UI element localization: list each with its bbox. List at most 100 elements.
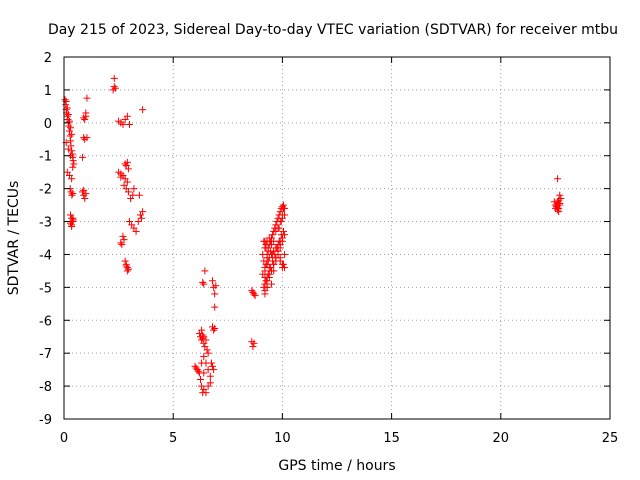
data-point xyxy=(264,257,272,265)
data-point xyxy=(210,326,218,334)
data-point xyxy=(194,367,202,375)
data-point xyxy=(265,234,273,242)
data-point xyxy=(251,292,259,300)
data-point xyxy=(124,265,132,273)
data-point xyxy=(203,346,211,354)
data-point xyxy=(115,168,123,176)
data-point xyxy=(82,109,90,117)
data-point xyxy=(69,157,77,165)
data-point xyxy=(281,250,289,258)
data-point xyxy=(278,237,286,245)
data-point xyxy=(202,389,210,397)
data-point xyxy=(117,239,125,247)
data-point xyxy=(129,191,137,199)
data-point xyxy=(554,206,562,214)
data-point xyxy=(210,366,218,374)
data-point xyxy=(204,349,212,357)
data-point xyxy=(67,188,75,196)
data-point xyxy=(279,227,287,235)
data-point xyxy=(123,178,131,186)
data-point xyxy=(69,163,77,171)
data-point xyxy=(68,191,76,199)
y-axis-label: SDTVAR / TECUs xyxy=(6,181,22,296)
data-point xyxy=(206,372,214,380)
x-tick-label: 5 xyxy=(169,431,177,446)
data-point xyxy=(250,339,258,347)
data-point xyxy=(123,112,131,120)
data-point xyxy=(124,188,132,196)
data-point xyxy=(275,224,283,232)
data-point xyxy=(279,204,287,212)
data-point xyxy=(119,232,127,240)
data-point xyxy=(138,214,146,222)
data-point xyxy=(270,267,278,275)
data-point xyxy=(276,244,284,252)
data-point xyxy=(265,270,273,278)
y-tick-label: -3 xyxy=(39,216,52,231)
data-point xyxy=(132,227,140,235)
y-tick-label: -5 xyxy=(39,281,52,296)
data-point xyxy=(68,175,76,183)
data-points xyxy=(61,74,565,397)
data-point xyxy=(121,257,129,265)
data-point xyxy=(206,379,214,387)
data-point xyxy=(126,120,134,128)
data-point xyxy=(63,112,71,120)
data-point xyxy=(555,196,563,204)
data-point xyxy=(211,290,219,298)
data-point xyxy=(80,186,88,194)
axis-ticks: 0 5 10 15 20 25 -9 -8 -7 -6 -5 -4 -3 -2 -1 0 1 2 xyxy=(39,51,618,446)
data-point xyxy=(80,114,88,122)
data-point xyxy=(81,195,89,203)
data-point xyxy=(209,362,217,370)
data-point xyxy=(269,250,277,258)
x-tick-label: 20 xyxy=(493,431,510,446)
data-point xyxy=(199,331,207,339)
x-tick-label: 25 xyxy=(602,431,619,446)
data-point xyxy=(118,241,126,249)
data-point xyxy=(134,218,142,226)
data-point xyxy=(269,231,277,239)
y-tick-label: 0 xyxy=(44,117,52,132)
data-point xyxy=(67,124,75,132)
data-point xyxy=(201,267,209,275)
data-point xyxy=(267,280,275,288)
data-point xyxy=(211,325,219,332)
data-point xyxy=(249,343,257,351)
data-point xyxy=(272,257,280,265)
data-point xyxy=(556,191,564,199)
data-point xyxy=(81,116,89,124)
data-point xyxy=(79,188,87,196)
chart-title: Day 215 of 2023, Sidereal Day-to-day VTE… xyxy=(48,22,618,38)
data-point xyxy=(65,122,73,130)
data-point xyxy=(110,74,118,82)
data-point xyxy=(110,83,118,91)
data-point xyxy=(555,204,563,212)
data-point xyxy=(209,277,217,285)
data-point xyxy=(68,222,76,230)
data-point xyxy=(198,326,206,334)
y-tick-label: -4 xyxy=(39,248,52,263)
data-point xyxy=(263,283,271,291)
x-tick-label: 15 xyxy=(383,431,400,446)
data-point xyxy=(83,94,91,102)
data-point xyxy=(79,153,87,161)
data-point xyxy=(281,264,289,272)
x-axis-label: GPS time / hours xyxy=(278,458,395,474)
plot-frame xyxy=(63,56,611,420)
data-point xyxy=(70,160,78,168)
data-point xyxy=(278,211,286,219)
data-point xyxy=(69,214,77,222)
data-point xyxy=(65,117,73,125)
data-point xyxy=(135,191,143,199)
data-point xyxy=(119,120,127,128)
data-point xyxy=(117,173,125,181)
data-point xyxy=(200,369,208,377)
data-point xyxy=(83,134,91,142)
y-tick-label: 2 xyxy=(44,51,52,66)
y-tick-label: -8 xyxy=(39,380,52,395)
data-point xyxy=(111,84,119,92)
data-point xyxy=(120,236,128,244)
data-point xyxy=(123,158,131,166)
